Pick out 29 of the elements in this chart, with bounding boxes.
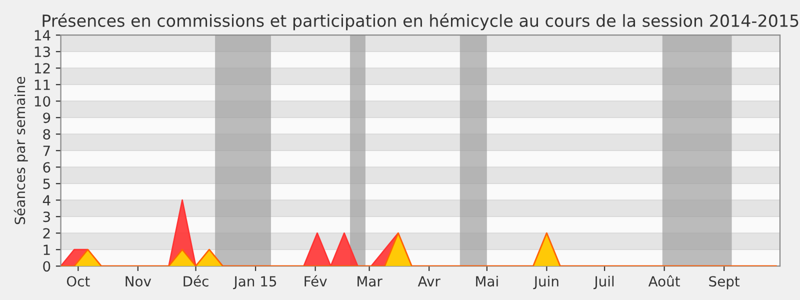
y-tick-label: 9 [43, 112, 50, 124]
y-tick-label: 8 [43, 129, 50, 140]
y-tick-label: 7 [43, 146, 50, 156]
x-tick-label: Août [648, 275, 680, 287]
y-tick-label: 12 [34, 63, 50, 74]
y-tick-label: 4 [42, 195, 50, 206]
y-tick-label: 0 [43, 261, 50, 272]
x-tick-label: Sept [709, 276, 740, 290]
y-tick-label: 1 [44, 244, 50, 255]
y-tick-label: 14 [34, 30, 50, 40]
y-axis-title: Séances par semaine [14, 76, 28, 224]
x-tick-label: Juin [533, 276, 558, 290]
x-tick-label: Fév [304, 275, 327, 287]
x-tick-label: Oct [66, 276, 90, 287]
y-tick-label: 2 [43, 228, 50, 238]
y-tick-label: 13 [34, 46, 50, 58]
y-tick-label: 3 [43, 212, 50, 222]
x-tick-label: Mai [476, 276, 498, 287]
y-tick-label: 11 [34, 80, 50, 90]
y-tick-label: 6 [43, 162, 50, 173]
y-tick-label: 5 [43, 178, 50, 190]
x-tick-label: Nov [126, 276, 152, 287]
x-tick-label: Mar [358, 276, 382, 287]
chart-title: Présences en commissions et participation en hémicycle au cours de la session 2014-2015 [42, 13, 798, 30]
x-tick-label: Juil [594, 276, 614, 290]
x-tick-label: Déc [184, 275, 208, 287]
x-tick-label: Avr [418, 276, 440, 286]
y-tick-label: 10 [34, 96, 50, 107]
x-tick-label: Jan 15 [233, 276, 276, 290]
